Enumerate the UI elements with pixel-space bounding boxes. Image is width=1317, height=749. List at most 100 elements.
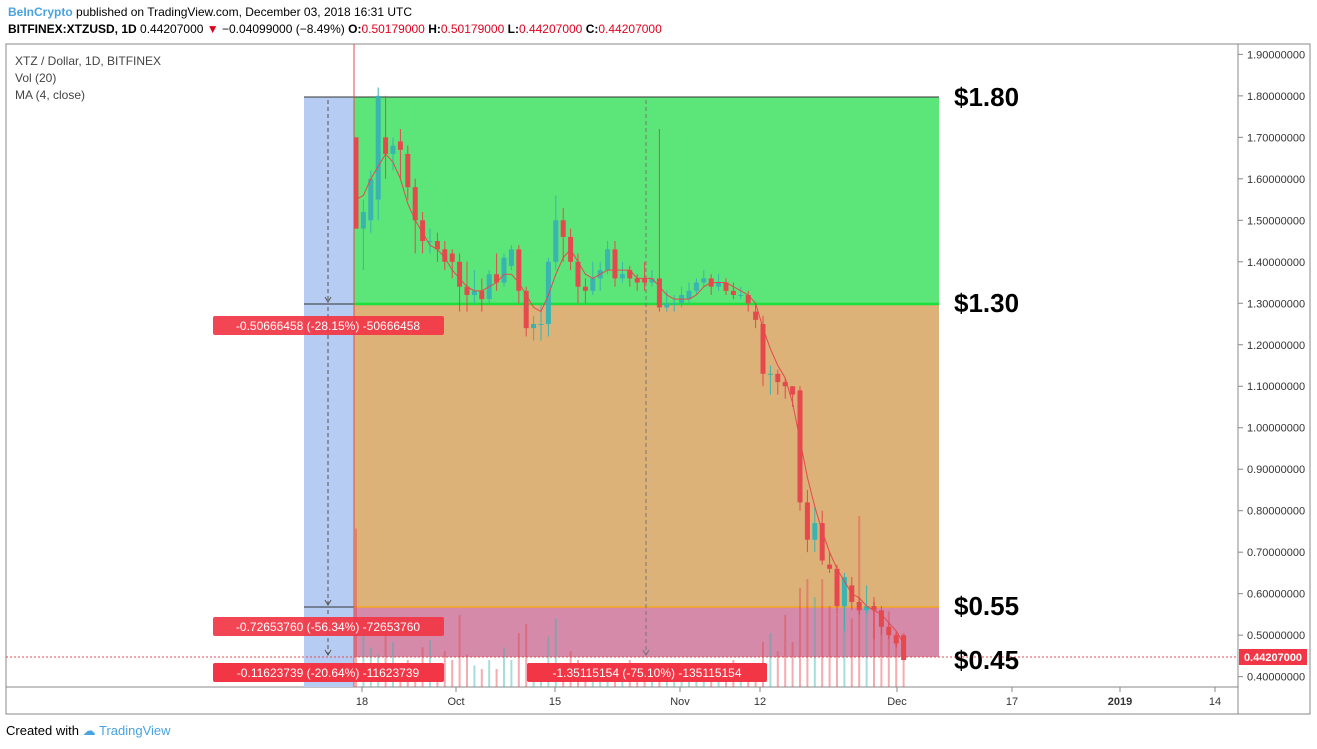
candle — [508, 245, 514, 271]
candle-body — [864, 606, 870, 611]
candle-body — [516, 249, 522, 291]
candle-body — [442, 249, 448, 262]
candle — [864, 585, 870, 615]
candle-body — [523, 290, 529, 329]
candle-body — [457, 261, 463, 287]
candle-body — [671, 303, 677, 305]
candle — [412, 178, 418, 254]
price-tick-label: 1.10000000 — [1247, 381, 1305, 393]
price-tick-label: 1.60000000 — [1247, 174, 1305, 186]
open-label: O: — [348, 22, 362, 36]
candle-body — [368, 178, 374, 221]
last-price-badge-text: 0.44207000 — [1244, 652, 1302, 664]
candle-body — [893, 635, 899, 644]
candle-body — [812, 523, 818, 540]
candle-body — [871, 606, 877, 611]
candle — [871, 601, 877, 640]
candle — [745, 290, 751, 312]
zone-label-lower: $0.55 — [954, 591, 1019, 621]
price-tick-label: 0.60000000 — [1247, 589, 1305, 601]
candle-body — [412, 187, 418, 221]
candle-body — [471, 290, 477, 295]
brand-name[interactable]: BeInCrypto — [8, 5, 73, 19]
price-tick-label: 0.40000000 — [1247, 672, 1305, 684]
candle-body — [656, 278, 662, 308]
candle — [383, 95, 389, 179]
volume-bar — [362, 624, 365, 687]
candle — [449, 249, 455, 279]
time-tick-label: 12 — [754, 696, 766, 708]
candle-body — [531, 324, 537, 329]
volume-bar — [865, 606, 868, 687]
candle — [390, 137, 396, 171]
price-axis-ticks: 1.90000000 1.80000000 1.70000000 1.60000000… — [1238, 49, 1305, 684]
zone-label-top: $1.80 — [954, 82, 1019, 112]
candle-body — [627, 270, 633, 279]
candle-body — [790, 386, 796, 395]
arrow-head-3 — [324, 649, 332, 656]
candle-body — [405, 153, 411, 188]
candle — [434, 232, 440, 262]
candle — [397, 129, 403, 179]
candle-body — [619, 274, 625, 279]
volume-bar — [510, 660, 513, 687]
volume-bar — [813, 597, 816, 687]
price-tick-label: 0.80000000 — [1247, 506, 1305, 518]
candle — [479, 278, 485, 312]
volume-bar — [525, 624, 528, 687]
candle-body — [664, 303, 670, 308]
candle — [775, 369, 781, 395]
price-tick-label: 1.50000000 — [1247, 215, 1305, 227]
time-axis-ticks: 18 Oct 15 Nov 12 Dec 17 2019 14 — [356, 687, 1221, 708]
legend-title: XTZ / Dollar, 1D, BITFINEX — [15, 54, 161, 68]
tradingview-link[interactable]: TradingView — [99, 723, 171, 738]
symbol-label[interactable]: BITFINEX:XTZUSD, 1D — [8, 22, 137, 36]
measure-label-3: -0.11623739 (-20.64%) -11623739 — [213, 663, 444, 682]
candle-body — [767, 373, 773, 375]
legend-ma: MA (4, close) — [15, 88, 85, 102]
price-tick-label: 1.00000000 — [1247, 423, 1305, 435]
candle — [901, 635, 907, 661]
candle — [834, 564, 840, 615]
volume-bar — [836, 615, 838, 687]
candle — [723, 278, 729, 295]
time-tick-label: Dec — [887, 696, 907, 708]
candle-body — [494, 274, 500, 283]
measure-label-1-text: -0.50666458 (-28.15%) -50666458 — [236, 319, 420, 333]
candle — [827, 552, 833, 573]
time-tick-label: 17 — [1006, 696, 1018, 708]
candle-body — [538, 324, 544, 326]
candle-body — [582, 286, 588, 291]
candle-body — [397, 141, 403, 150]
candle-body — [375, 95, 381, 200]
time-tick-label: 15 — [549, 696, 561, 708]
candle — [612, 241, 618, 287]
price-tick-label: 1.20000000 — [1247, 340, 1305, 352]
volume-bar — [488, 660, 491, 687]
candle-body — [701, 278, 707, 283]
candle — [701, 270, 707, 287]
measure-label-4-text: -1.35115154 (-75.10%) -135115154 — [552, 666, 741, 680]
candle-body — [449, 253, 455, 262]
candle — [582, 278, 588, 304]
candle — [605, 241, 611, 275]
volume-bar — [466, 654, 468, 687]
low-label: L: — [507, 22, 519, 36]
candle — [531, 315, 537, 341]
candle — [856, 597, 862, 615]
candle — [627, 265, 633, 287]
candle — [886, 622, 892, 640]
candle — [738, 286, 744, 300]
tradingview-cloud-icon: ☁ — [82, 723, 96, 738]
arrow-head-1 — [324, 296, 332, 303]
candle-body — [753, 311, 759, 320]
volume-bar — [784, 615, 787, 687]
time-tick-label: Nov — [670, 696, 690, 708]
candle — [730, 282, 736, 300]
volume-bar — [495, 669, 498, 687]
candle — [494, 253, 500, 291]
candle — [353, 137, 359, 229]
candle-body — [797, 390, 803, 503]
candle-body — [827, 564, 833, 569]
